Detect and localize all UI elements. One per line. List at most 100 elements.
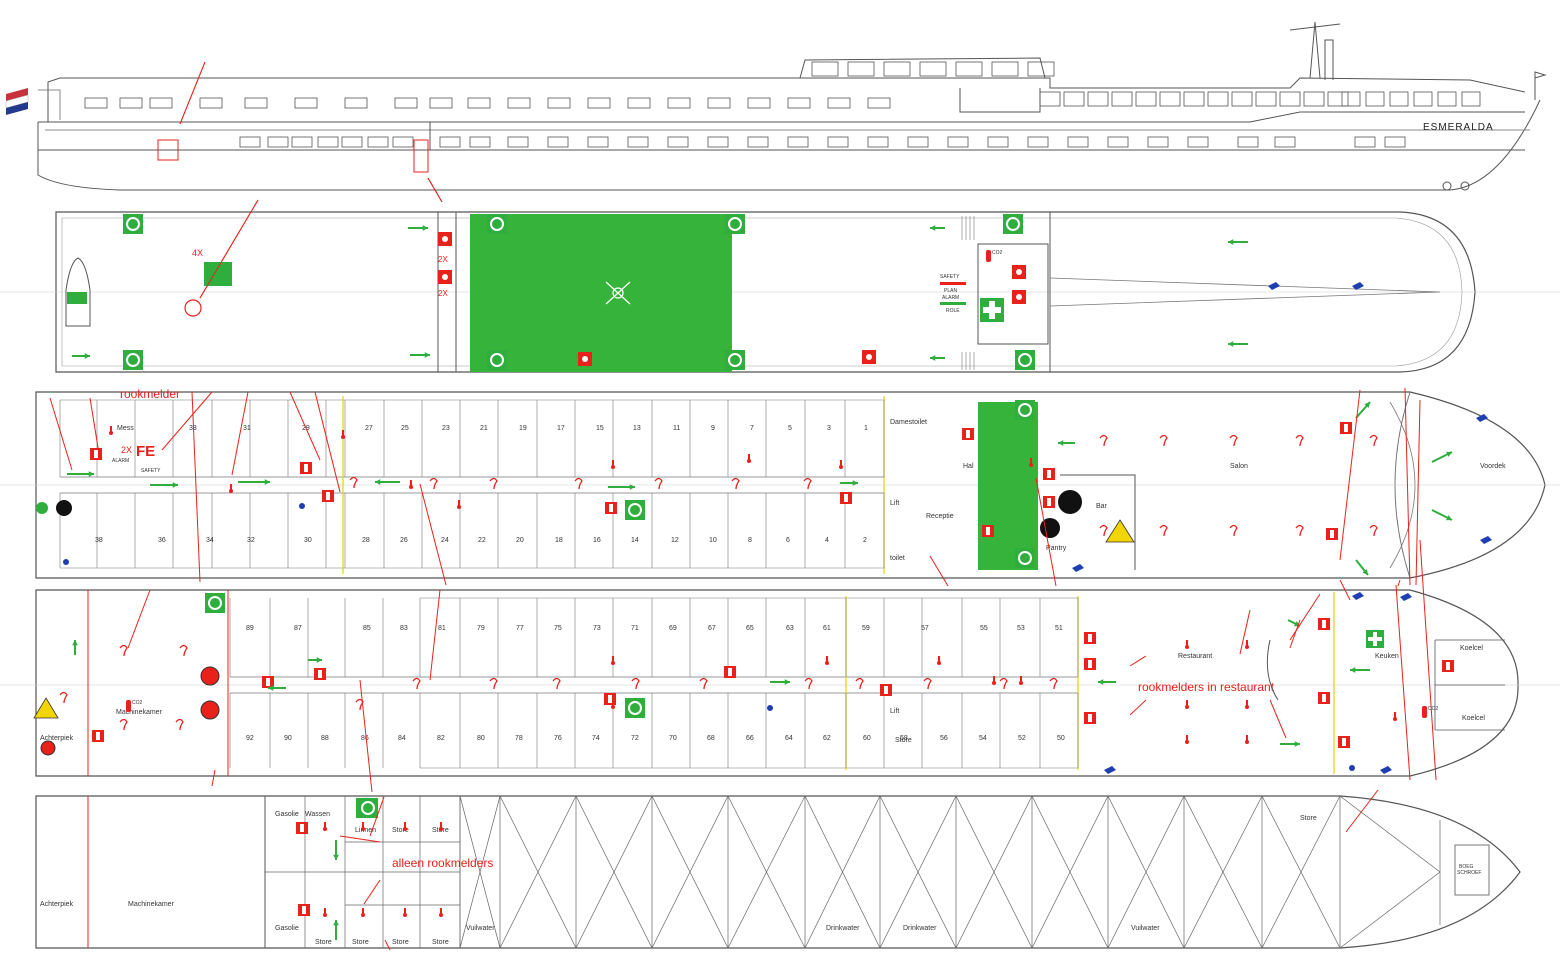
smoke-detector-icon xyxy=(552,677,561,690)
window xyxy=(919,61,947,77)
blue-dot-icon xyxy=(299,503,305,509)
window xyxy=(394,97,418,109)
room-store-6: Store xyxy=(432,939,449,946)
lifebuoy-icon xyxy=(487,350,507,370)
sun-deck-green-area xyxy=(470,214,732,372)
cabin-number: 27 xyxy=(365,425,373,432)
cabin-number: 66 xyxy=(746,735,754,742)
room-salon: Salon xyxy=(1230,463,1248,470)
smoke-detector-icon xyxy=(1099,434,1108,447)
cabin-number: 69 xyxy=(669,625,677,632)
window xyxy=(467,97,491,109)
lifebuoy-icon xyxy=(487,214,507,234)
fire-extinguisher-icon xyxy=(92,730,104,742)
cabin-number: 68 xyxy=(707,735,715,742)
shoe-marker-icon xyxy=(1400,593,1412,601)
escape-arrow-icon xyxy=(840,480,858,486)
window xyxy=(827,97,851,109)
lifebuoy-icon xyxy=(205,593,225,613)
fire-extinguisher-icon xyxy=(298,904,310,916)
smoke-detector-icon xyxy=(1229,524,1238,537)
cabin-number: 26 xyxy=(400,537,408,544)
window xyxy=(1279,91,1301,107)
escape-arrow-icon xyxy=(410,352,430,358)
cabin-number: 9 xyxy=(711,425,715,432)
safety-label-d3: SAFETY xyxy=(141,468,161,474)
pointer-line xyxy=(199,199,259,299)
cabin-number: 64 xyxy=(785,735,793,742)
cabin-number: 85 xyxy=(363,625,371,632)
fire-extinguisher-icon xyxy=(724,666,736,678)
cabin-number: 57 xyxy=(921,625,929,632)
shoe-marker-icon xyxy=(1268,282,1280,290)
cabin-number: 62 xyxy=(823,735,831,742)
fire-extinguisher-icon xyxy=(1340,422,1352,434)
pointer-line xyxy=(231,391,249,476)
role-label: ROLE xyxy=(946,308,960,314)
svg-text:CO2: CO2 xyxy=(132,700,143,706)
lifebuoy-icon xyxy=(358,798,378,818)
cabin-number: 5 xyxy=(788,425,792,432)
cabin-number: 78 xyxy=(515,735,523,742)
window xyxy=(317,136,339,148)
cabin-number: 80 xyxy=(477,735,485,742)
cabin-number: 14 xyxy=(631,537,639,544)
window xyxy=(1135,91,1157,107)
pointer-line xyxy=(1415,399,1421,586)
side-profile: ESMERALDA xyxy=(5,21,1547,203)
deck-1-plan: BOEG SCHROEF Achterpiek Machinekamer Gas… xyxy=(35,795,1521,949)
window xyxy=(627,136,649,148)
room-wassen: Wassen xyxy=(305,811,330,818)
escape-arrow-icon xyxy=(308,657,322,663)
fire-alarm-icon xyxy=(438,270,452,284)
pointer-line xyxy=(419,483,447,586)
room-store-3: Store xyxy=(315,939,332,946)
cabin-number: 25 xyxy=(401,425,409,432)
cabin-number: 82 xyxy=(437,735,445,742)
room-bar: Bar xyxy=(1096,503,1108,510)
window xyxy=(787,97,811,109)
window xyxy=(1384,136,1406,148)
lifebuoy-icon xyxy=(1015,400,1035,420)
cabin-number: 50 xyxy=(1057,735,1065,742)
smoke-detector-icon xyxy=(355,698,364,711)
window xyxy=(707,136,729,148)
window xyxy=(547,136,569,148)
lifebuoy-icon xyxy=(625,698,645,718)
cabin-number: 17 xyxy=(557,425,565,432)
pointer-line xyxy=(1269,699,1287,739)
smoke-detector-icon xyxy=(489,477,498,490)
smoke-detector-icon xyxy=(1229,434,1238,447)
room-mess: Mess xyxy=(117,425,134,432)
rookmelders-restaurant-label: rookmelders in restaurant xyxy=(1138,680,1275,694)
window xyxy=(1389,91,1409,107)
window xyxy=(84,97,108,109)
window xyxy=(627,97,651,109)
window xyxy=(291,136,313,148)
escape-arrow-icon xyxy=(930,225,945,231)
fire-extinguisher-icon xyxy=(840,492,852,504)
room-koelcel-a: Koelcel xyxy=(1460,645,1483,652)
escape-arrow-icon xyxy=(1228,239,1248,245)
fire-extinguisher-icon xyxy=(1326,528,1338,540)
window xyxy=(392,136,414,148)
window xyxy=(987,136,1009,148)
cabin-number: 88 xyxy=(321,735,329,742)
cabin-number: 70 xyxy=(669,735,677,742)
heat-detector-icon xyxy=(825,656,829,665)
cabin-number: 55 xyxy=(980,625,988,632)
window xyxy=(1147,136,1169,148)
svg-text:CO2: CO2 xyxy=(992,250,1003,256)
pointer-line xyxy=(1395,584,1411,781)
window xyxy=(1111,91,1133,107)
cabin-number: 58 xyxy=(900,735,908,742)
heat-detector-icon xyxy=(992,676,996,685)
room-machinekamer-d2: Machinekamer xyxy=(116,709,163,716)
heat-detector-icon xyxy=(341,430,345,439)
room-damestoilet: Damestoilet xyxy=(890,419,927,426)
window xyxy=(947,136,969,148)
cabin-number: 52 xyxy=(1018,735,1026,742)
fire-extinguisher-icon xyxy=(1338,736,1350,748)
cabin-number: 13 xyxy=(633,425,641,432)
pointer-line xyxy=(929,555,949,587)
